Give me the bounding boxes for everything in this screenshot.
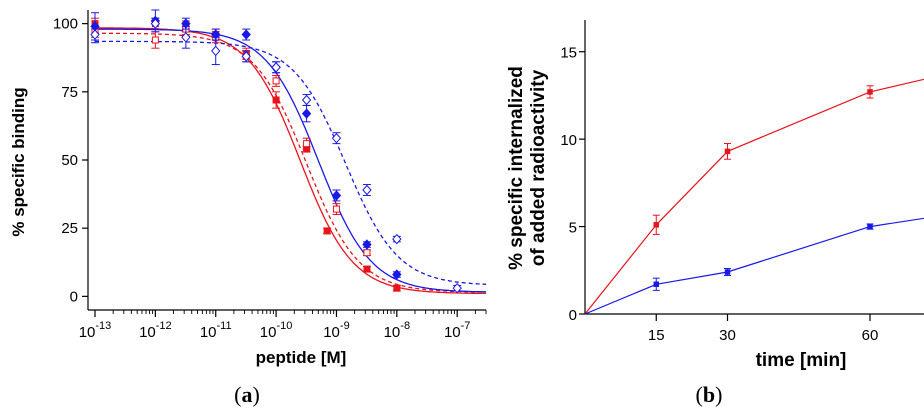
series-line-0 (585, 78, 924, 315)
data-point (392, 269, 402, 280)
data-point (867, 89, 873, 95)
x-tick-label: 60 (862, 327, 879, 344)
y-tick-label: 10 (560, 132, 577, 149)
panel-label-a: (a) (234, 382, 260, 407)
data-point (272, 77, 280, 85)
panel-label-b: (b) (696, 382, 723, 407)
data-point (331, 190, 342, 201)
internalization-chart-data-points (652, 85, 874, 291)
data-point (724, 148, 731, 155)
data-point (150, 18, 161, 29)
data-point (301, 108, 312, 119)
binding-chart-fit-curves (95, 27, 486, 295)
internalization-chart-axes: 0 5 10 15 15 30 60 (560, 20, 924, 344)
x-tick-label: 10-9 (323, 320, 349, 341)
data-point (323, 227, 331, 235)
data-point (363, 249, 371, 257)
series-line-1 (585, 217, 924, 315)
y-tick-label: 5 (569, 220, 577, 237)
data-point (211, 45, 221, 57)
data-point (90, 29, 100, 40)
y-tick-label: 0 (70, 288, 78, 305)
data-point (301, 94, 312, 106)
y-tick-label: 100 (53, 16, 78, 33)
x-tick-label: 10-10 (260, 320, 293, 341)
internalization-chart-x-axis-label: time [min] (756, 350, 847, 371)
data-point (303, 140, 311, 148)
data-point (272, 96, 280, 104)
data-point (151, 36, 159, 44)
data-point (393, 284, 401, 292)
fit-curve-2 (95, 28, 486, 293)
x-tick-label: 10-8 (384, 320, 410, 341)
fit-curve-1 (95, 32, 486, 293)
internalization-chart-lines (585, 78, 924, 315)
internalization-chart: 0 5 10 15 15 30 60 % specific internalized of … (506, 20, 924, 407)
binding-chart-y-axis-label: % specific binding (9, 87, 28, 236)
data-point (241, 51, 251, 62)
binding-chart: 0 25 50 75 100 10-13 10-12 10-11 10-10 10-9 10-8 10… (9, 9, 487, 407)
data-point (363, 265, 371, 273)
internalization-chart-y-axis-label-line1: % specific internalized (506, 66, 527, 270)
binding-chart-data-points (90, 9, 462, 294)
x-tick-label: 30 (719, 327, 736, 344)
x-tick-label: 10-7 (444, 320, 470, 341)
x-tick-label: 10-11 (200, 320, 232, 341)
y-tick-label: 25 (61, 220, 78, 237)
binding-chart-axes: 0 25 50 75 100 10-13 10-12 10-11 10-10 10-9 10-8 10… (53, 10, 487, 341)
data-point (362, 184, 372, 196)
x-tick-label: 15 (648, 327, 665, 344)
y-tick-label: 75 (61, 84, 78, 101)
fit-curve-0 (95, 27, 486, 295)
data-point (332, 205, 340, 213)
y-tick-label: 50 (61, 152, 78, 169)
y-tick-label: 15 (560, 45, 577, 62)
data-point (724, 269, 731, 275)
data-point (241, 29, 251, 40)
data-point (181, 32, 191, 43)
x-tick-label: 10-13 (79, 320, 112, 341)
x-tick-label: 10-12 (139, 320, 172, 341)
data-point (653, 281, 659, 288)
data-point (452, 282, 462, 294)
data-point (653, 222, 659, 228)
data-point (392, 233, 402, 245)
data-point (331, 132, 342, 144)
y-tick-label: 0 (569, 307, 577, 324)
fit-curve-3 (95, 40, 486, 285)
data-point (362, 239, 372, 250)
data-point (867, 223, 873, 230)
internalization-chart-y-axis-label-line2: of added radioactivity (528, 69, 549, 266)
binding-chart-x-axis-label: peptide [M] (256, 348, 347, 367)
data-point (271, 62, 281, 73)
